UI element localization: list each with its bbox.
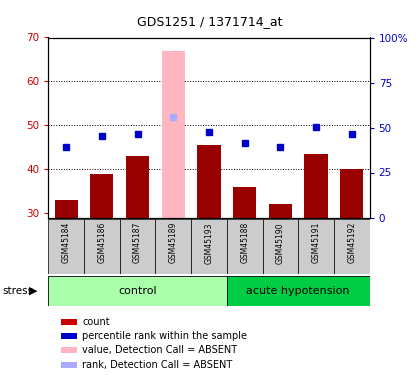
Bar: [269, 204, 292, 218]
Bar: [61, 362, 77, 368]
Text: GSM45187: GSM45187: [133, 222, 142, 264]
Text: value, Detection Call = ABSENT: value, Detection Call = ABSENT: [82, 345, 237, 355]
Text: GSM45190: GSM45190: [276, 222, 285, 264]
Bar: [55, 200, 78, 217]
Bar: [298, 219, 334, 274]
Bar: [304, 154, 328, 218]
Text: GSM45192: GSM45192: [347, 222, 356, 264]
Bar: [48, 219, 84, 274]
Bar: [120, 219, 155, 274]
Text: acute hypotension: acute hypotension: [247, 286, 350, 296]
Text: count: count: [82, 317, 110, 327]
Bar: [197, 145, 220, 218]
Text: GSM45193: GSM45193: [205, 222, 213, 264]
Bar: [84, 219, 120, 274]
Text: control: control: [118, 286, 157, 296]
Bar: [162, 51, 185, 217]
Bar: [340, 169, 363, 217]
Bar: [227, 219, 262, 274]
Bar: [191, 219, 227, 274]
Bar: [262, 219, 298, 274]
Text: GSM45188: GSM45188: [240, 222, 249, 263]
Bar: [126, 156, 149, 218]
Bar: [61, 333, 77, 339]
Bar: [233, 187, 256, 218]
Text: percentile rank within the sample: percentile rank within the sample: [82, 331, 247, 341]
Text: ▶: ▶: [29, 286, 37, 296]
Bar: [90, 174, 113, 217]
Bar: [48, 276, 227, 306]
Bar: [61, 319, 77, 324]
Text: GSM45191: GSM45191: [312, 222, 320, 264]
Bar: [227, 276, 370, 306]
Text: GDS1251 / 1371714_at: GDS1251 / 1371714_at: [137, 15, 283, 28]
Text: GSM45186: GSM45186: [97, 222, 106, 264]
Text: GSM45189: GSM45189: [169, 222, 178, 264]
Bar: [334, 219, 370, 274]
Bar: [155, 219, 191, 274]
Text: GSM45184: GSM45184: [62, 222, 71, 264]
Bar: [61, 347, 77, 353]
Text: rank, Detection Call = ABSENT: rank, Detection Call = ABSENT: [82, 360, 233, 370]
Text: stress: stress: [2, 286, 33, 296]
